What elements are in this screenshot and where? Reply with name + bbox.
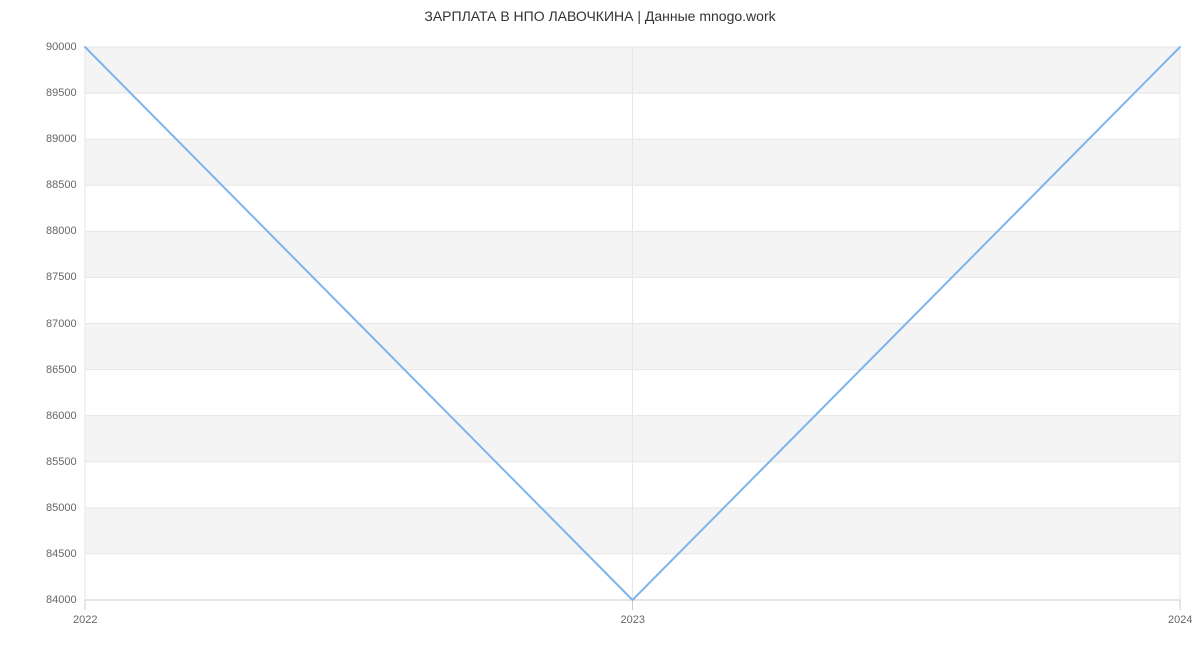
- y-tick-label: 86000: [46, 410, 77, 422]
- y-tick-label: 84500: [46, 548, 77, 560]
- chart-plot-svg: [0, 0, 1200, 650]
- x-tick-label: 2022: [73, 614, 97, 626]
- y-tick-label: 90000: [46, 41, 77, 53]
- y-tick-label: 85000: [46, 502, 77, 514]
- y-tick-label: 88500: [46, 179, 77, 191]
- y-tick-label: 87000: [46, 318, 77, 330]
- y-tick-label: 85500: [46, 456, 77, 468]
- y-tick-label: 86500: [46, 364, 77, 376]
- y-tick-label: 87500: [46, 271, 77, 283]
- salary-line-chart: ЗАРПЛАТА В НПО ЛАВОЧКИНА | Данные mnogo.…: [0, 0, 1200, 650]
- y-tick-label: 89000: [46, 133, 77, 145]
- y-tick-label: 89500: [46, 87, 77, 99]
- y-tick-label: 88000: [46, 225, 77, 237]
- x-tick-label: 2023: [621, 614, 645, 626]
- y-tick-label: 84000: [46, 594, 77, 606]
- x-tick-label: 2024: [1168, 614, 1192, 626]
